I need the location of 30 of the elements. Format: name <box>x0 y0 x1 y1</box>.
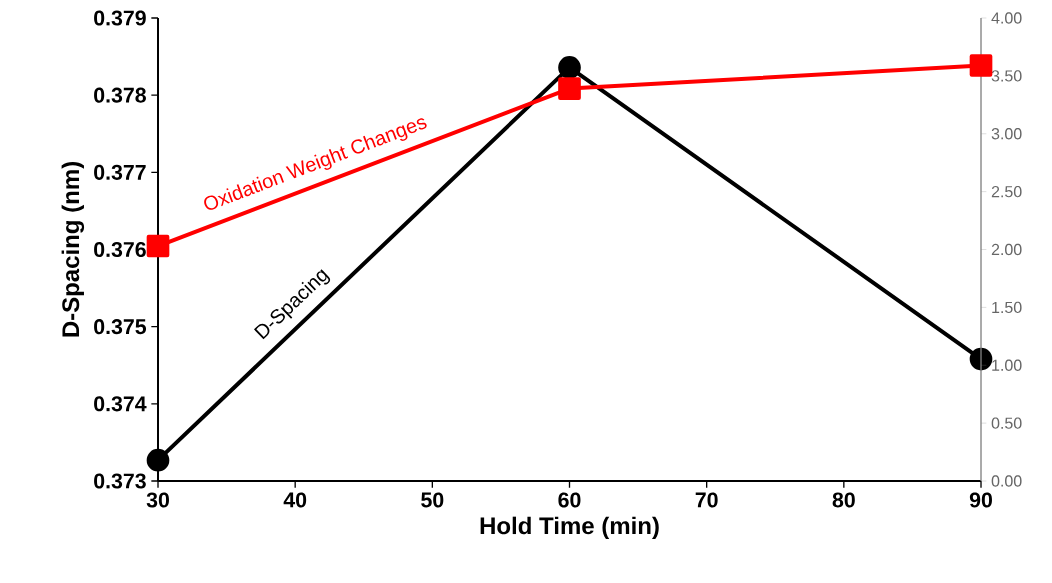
y-tick-label: 0.377 <box>94 164 146 180</box>
x-axis-title: Hold Time (min) <box>480 516 659 540</box>
point <box>558 56 581 79</box>
y2-tick-label: 1.50 <box>992 301 1022 314</box>
x-tick-label: 30 <box>146 492 169 508</box>
y-tick-label: 0.379 <box>94 10 146 26</box>
y-tick-label: 0.373 <box>94 473 146 489</box>
y2-tick-label: 3.50 <box>991 70 1022 82</box>
point <box>558 77 581 100</box>
y2-tick-label: 2.00 <box>991 243 1022 256</box>
y2-tick-label: 4.00 <box>991 12 1022 24</box>
y2-tick-label: 0.50 <box>991 417 1022 429</box>
point <box>969 54 993 77</box>
y2-tick-label: 2.50 <box>991 185 1022 198</box>
x-tick-label: 90 <box>969 492 992 508</box>
y2-tick-label: 1.00 <box>992 359 1022 371</box>
y-tick-label: 0.376 <box>94 241 146 258</box>
x-tick-label: 40 <box>283 492 307 508</box>
x-tick-label: 60 <box>558 492 581 508</box>
x-tick-label: 80 <box>832 492 855 508</box>
point <box>146 234 170 258</box>
y-axis-title: D-Spacing (nm) <box>61 162 85 337</box>
y-tick-label: 0.374 <box>94 396 147 412</box>
x-tick-label: 70 <box>695 492 718 508</box>
y-tick-label: 0.375 <box>94 319 147 335</box>
y2-tick-label: 3.00 <box>991 128 1022 140</box>
x-tick-label: 50 <box>421 492 444 508</box>
y2-tick-label: 0.00 <box>991 475 1022 487</box>
y-tick-label: 0.378 <box>94 87 146 103</box>
point <box>146 448 170 472</box>
